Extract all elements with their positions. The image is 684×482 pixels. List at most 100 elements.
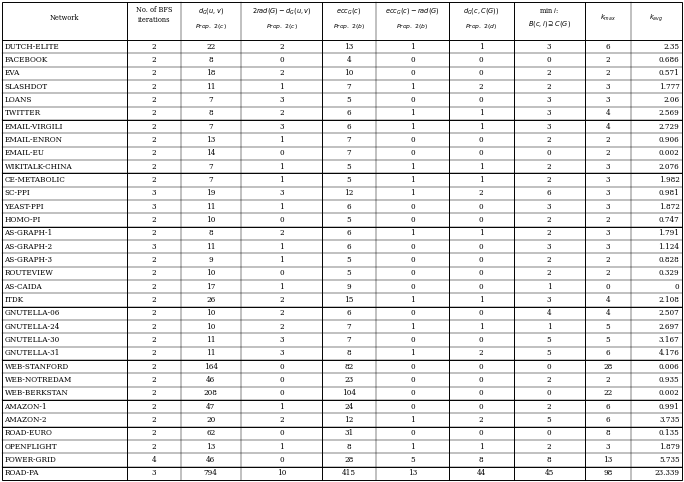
Text: 17: 17 (206, 282, 215, 291)
Text: 5: 5 (347, 216, 352, 224)
Text: 0: 0 (410, 362, 415, 371)
Text: 3: 3 (605, 202, 610, 211)
Text: 3: 3 (605, 83, 610, 91)
Text: WEB-NOTREDAM: WEB-NOTREDAM (5, 376, 72, 384)
Text: 3.167: 3.167 (659, 336, 679, 344)
Text: 1: 1 (410, 416, 415, 424)
Text: 1.982: 1.982 (659, 176, 679, 184)
Text: 2: 2 (605, 56, 610, 64)
Text: 0: 0 (410, 269, 415, 277)
Text: 1: 1 (279, 442, 284, 451)
Text: 0: 0 (675, 282, 679, 291)
Text: 0: 0 (479, 376, 484, 384)
Text: 5.735: 5.735 (659, 456, 679, 464)
Text: EMAIL-ENRON: EMAIL-ENRON (5, 136, 62, 144)
Text: 3: 3 (279, 122, 284, 131)
Text: 6: 6 (347, 122, 352, 131)
Text: 0.002: 0.002 (659, 389, 679, 397)
Text: 5: 5 (347, 269, 352, 277)
Text: 2: 2 (151, 402, 156, 411)
Text: 2: 2 (279, 309, 284, 317)
Text: AMAZON-1: AMAZON-1 (5, 402, 47, 411)
Text: 13: 13 (345, 43, 354, 51)
Text: EMAIL-VIRGILI: EMAIL-VIRGILI (5, 122, 63, 131)
Text: 2: 2 (151, 176, 156, 184)
Text: 1: 1 (410, 189, 415, 197)
Text: 0: 0 (279, 429, 284, 437)
Text: 2: 2 (547, 83, 551, 91)
Text: 3: 3 (152, 242, 156, 251)
Text: 3: 3 (605, 242, 610, 251)
Text: 0.906: 0.906 (659, 136, 679, 144)
Text: 1: 1 (279, 256, 284, 264)
Text: 6: 6 (347, 242, 352, 251)
Text: 0.135: 0.135 (659, 429, 679, 437)
Text: 1: 1 (479, 442, 484, 451)
Text: 2: 2 (151, 282, 156, 291)
Text: 26: 26 (206, 296, 215, 304)
Text: 0: 0 (479, 56, 484, 64)
Text: 0: 0 (410, 282, 415, 291)
Text: 2: 2 (547, 216, 551, 224)
Text: GNUTELLA-30: GNUTELLA-30 (5, 336, 60, 344)
Text: 2: 2 (547, 69, 551, 77)
Text: 2: 2 (547, 136, 551, 144)
Text: DUTCH-ELITE: DUTCH-ELITE (5, 43, 60, 51)
Text: 2: 2 (605, 376, 610, 384)
Text: 10: 10 (206, 322, 215, 331)
Text: 6: 6 (347, 309, 352, 317)
Text: ROAD-EURO: ROAD-EURO (5, 429, 53, 437)
Text: 2: 2 (151, 122, 156, 131)
Text: 0: 0 (479, 429, 484, 437)
Text: 2: 2 (151, 309, 156, 317)
Text: 46: 46 (206, 376, 215, 384)
Text: 3: 3 (605, 176, 610, 184)
Text: 0.828: 0.828 (659, 256, 679, 264)
Text: 13: 13 (206, 442, 215, 451)
Text: WEB-STANFORD: WEB-STANFORD (5, 362, 68, 371)
Text: 19: 19 (206, 189, 215, 197)
Text: ITDK: ITDK (5, 296, 24, 304)
Text: 11: 11 (206, 83, 215, 91)
Text: 31: 31 (345, 429, 354, 437)
Text: 8: 8 (209, 109, 213, 117)
Text: 3: 3 (152, 202, 156, 211)
Text: 2: 2 (547, 256, 551, 264)
Text: 2: 2 (151, 83, 156, 91)
Text: 1: 1 (410, 349, 415, 357)
Text: 0: 0 (279, 362, 284, 371)
Text: 3: 3 (605, 442, 610, 451)
Text: 0: 0 (410, 69, 415, 77)
Text: 0: 0 (279, 456, 284, 464)
Text: 1.777: 1.777 (659, 83, 679, 91)
Text: 2: 2 (547, 269, 551, 277)
Text: 2: 2 (151, 136, 156, 144)
Text: LOANS: LOANS (5, 96, 32, 104)
Text: 8: 8 (479, 456, 484, 464)
Text: 1: 1 (279, 282, 284, 291)
Text: 1: 1 (479, 229, 484, 237)
Text: 6: 6 (605, 43, 610, 51)
Text: 7: 7 (209, 162, 213, 171)
Text: 0.935: 0.935 (659, 376, 679, 384)
Text: 3: 3 (547, 96, 551, 104)
Text: 0: 0 (605, 282, 610, 291)
Text: 2: 2 (151, 296, 156, 304)
Text: 2: 2 (151, 336, 156, 344)
Text: 0: 0 (410, 216, 415, 224)
Text: 3: 3 (605, 189, 610, 197)
Text: 5: 5 (605, 322, 610, 331)
Text: $Prop.\ 2(c)$: $Prop.\ 2(c)$ (195, 22, 226, 31)
Text: 0.002: 0.002 (659, 149, 679, 157)
Text: 18: 18 (206, 69, 215, 77)
Text: TWITTER: TWITTER (5, 109, 40, 117)
Text: 0: 0 (479, 269, 484, 277)
Text: 13: 13 (408, 469, 417, 477)
Text: 2: 2 (279, 416, 284, 424)
Text: 5: 5 (347, 256, 352, 264)
Text: 0: 0 (479, 96, 484, 104)
Text: 1: 1 (410, 322, 415, 331)
Text: 2: 2 (151, 256, 156, 264)
Text: 8: 8 (209, 56, 213, 64)
Text: GNUTELLA-06: GNUTELLA-06 (5, 309, 60, 317)
